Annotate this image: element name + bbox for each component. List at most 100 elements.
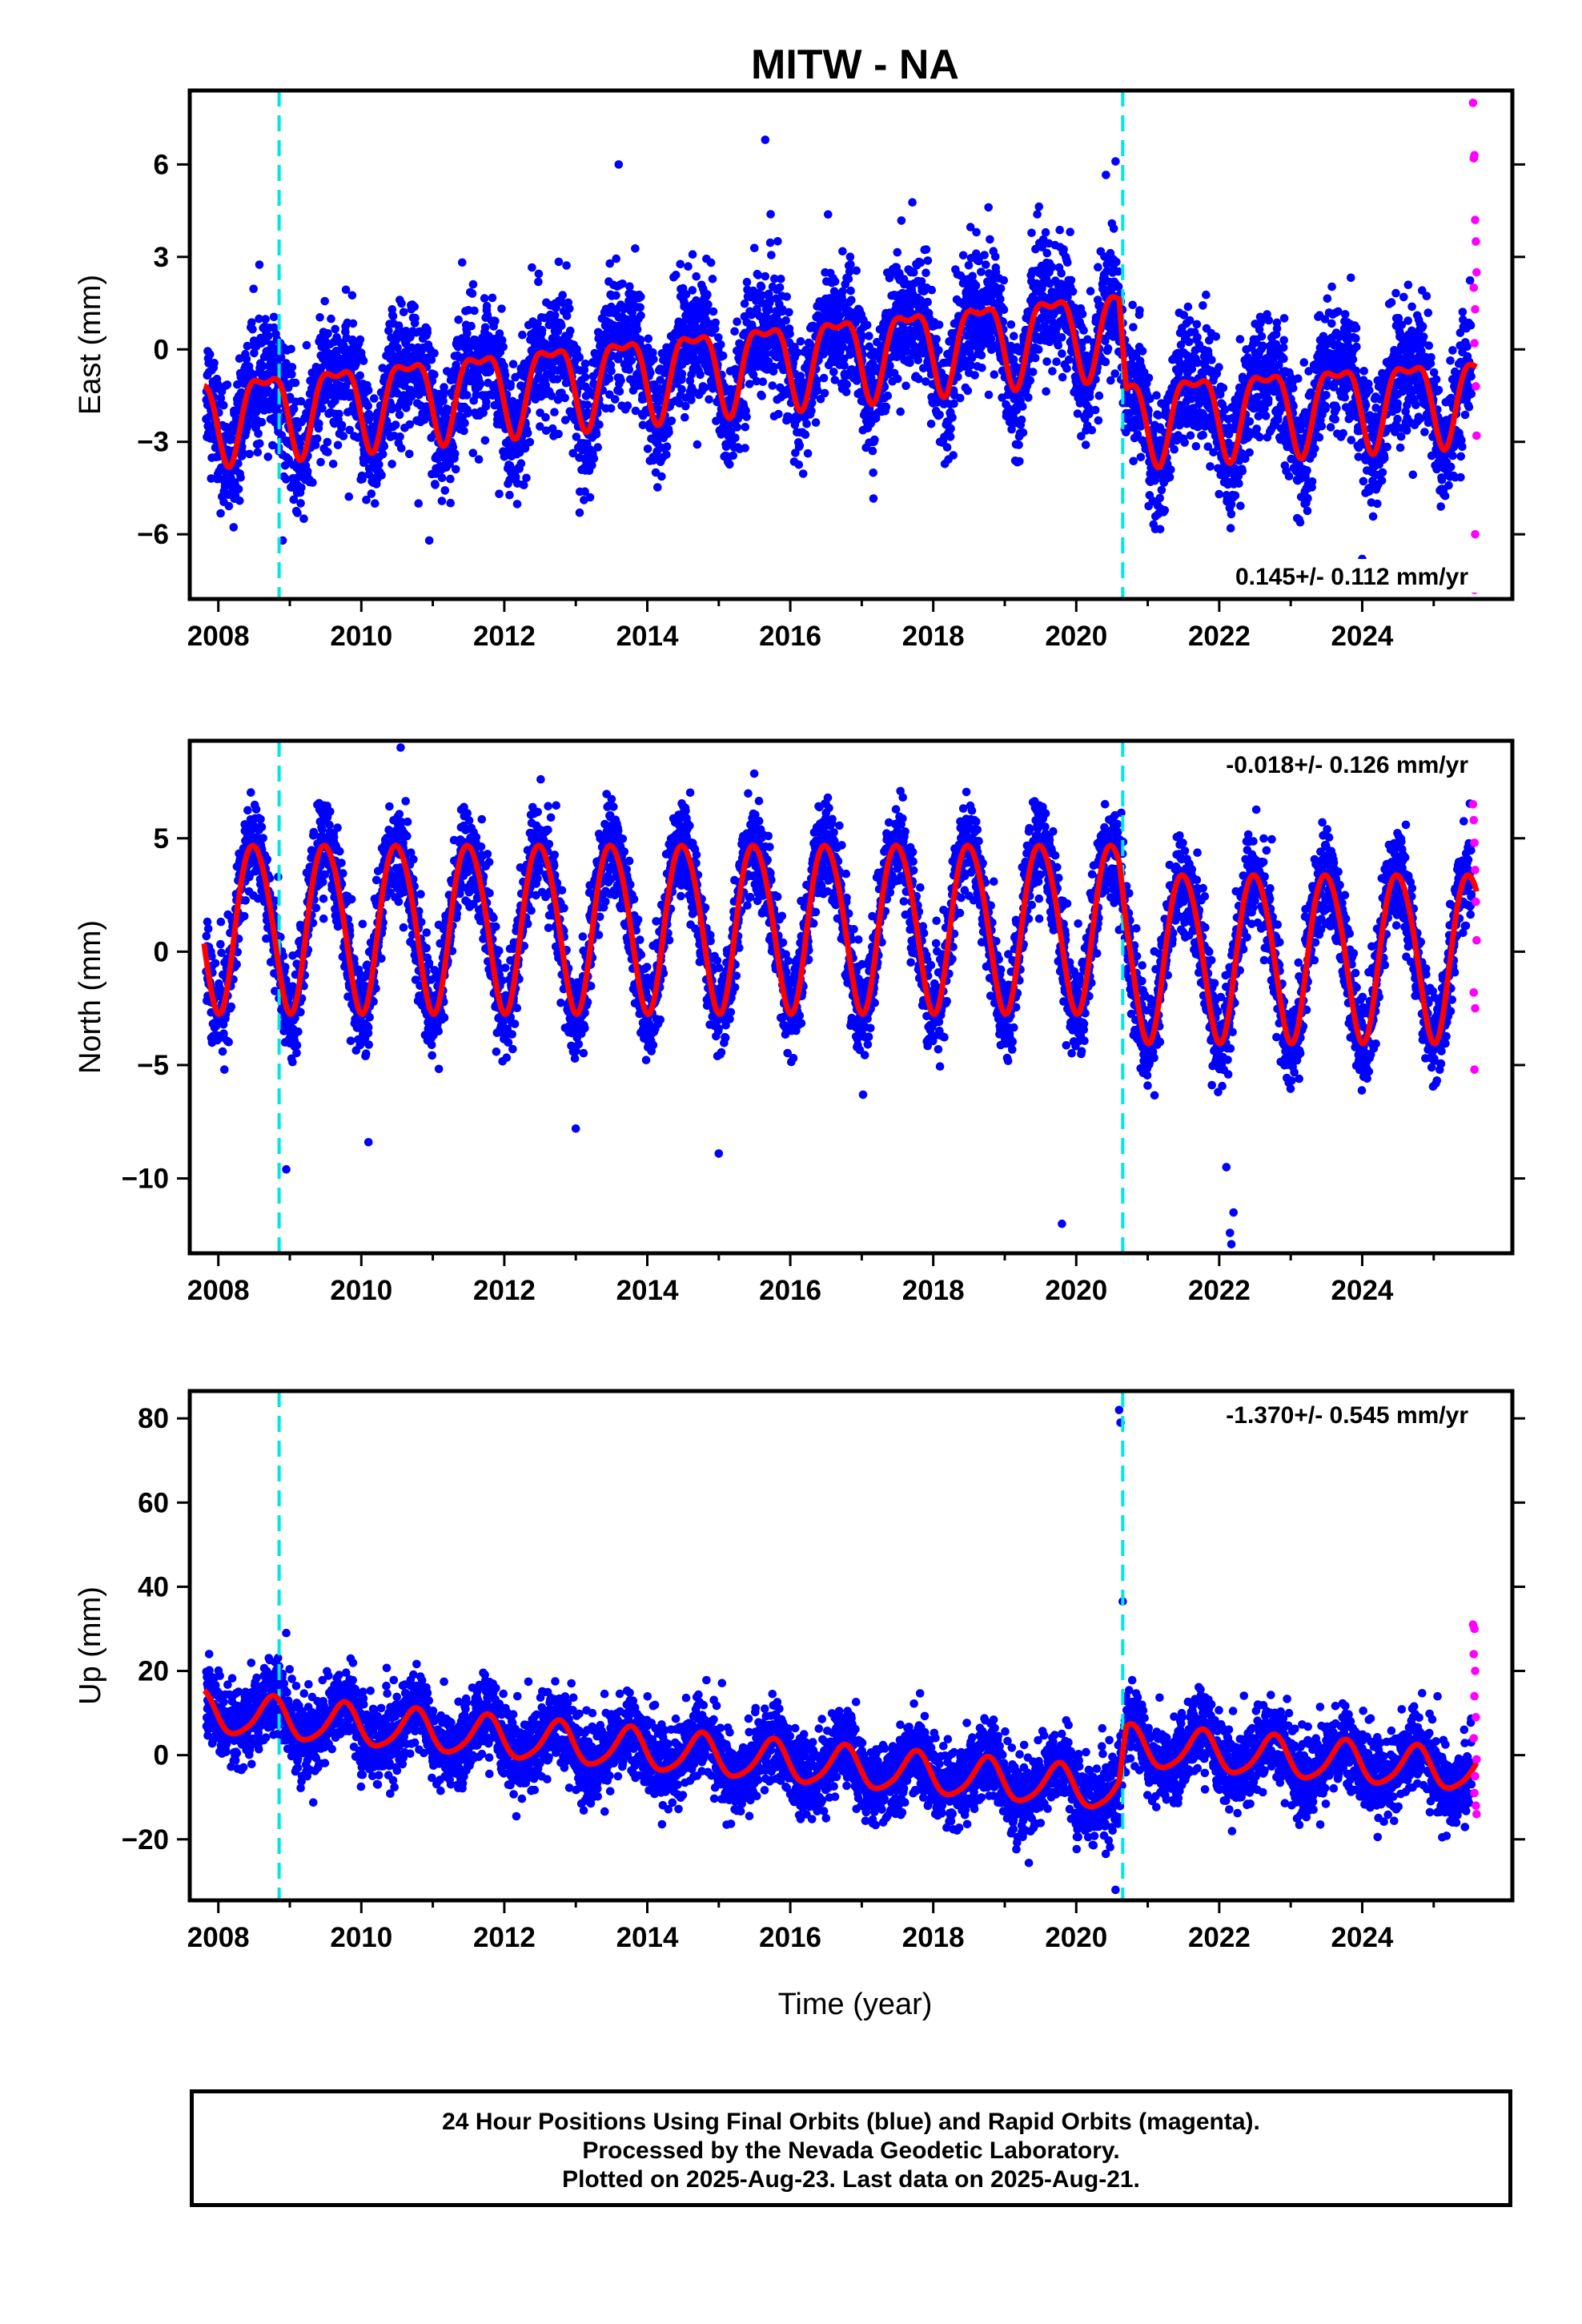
east-position-point bbox=[312, 434, 322, 443]
east-position-point bbox=[250, 348, 259, 358]
east-position-point bbox=[1112, 257, 1121, 267]
east-position-point bbox=[970, 371, 979, 380]
east-position-point bbox=[934, 346, 943, 355]
east-position-point bbox=[905, 358, 914, 368]
east-position-point bbox=[224, 501, 234, 511]
east-position-point bbox=[255, 314, 263, 324]
east-position-point bbox=[238, 447, 247, 456]
east-position-point bbox=[583, 400, 592, 409]
east-position-point bbox=[662, 450, 671, 460]
east-position-point bbox=[606, 404, 616, 413]
east-position-point bbox=[259, 361, 267, 371]
east-position-point bbox=[460, 418, 469, 428]
east-position-point bbox=[431, 480, 440, 489]
east-position-point bbox=[731, 433, 740, 442]
east-position-point bbox=[742, 277, 752, 287]
east-position-point bbox=[1191, 442, 1201, 451]
panels-group: 2008 2010 2012 2014 2016 2018 2020 2022 2024630−… bbox=[74, 88, 1525, 1953]
east-position-point bbox=[205, 350, 215, 359]
east-position-point bbox=[541, 426, 551, 436]
east-position-point bbox=[1138, 347, 1147, 356]
east-position-point bbox=[375, 460, 383, 469]
east-position-point bbox=[1226, 524, 1235, 533]
east-position-point bbox=[1231, 491, 1240, 500]
east-position-point bbox=[411, 313, 420, 323]
east-position-point bbox=[631, 244, 640, 253]
east-position-point bbox=[320, 296, 330, 306]
east-position-point bbox=[1014, 440, 1023, 449]
east-position-point bbox=[1135, 306, 1144, 315]
east-plot-area bbox=[202, 90, 1481, 599]
east-position-point bbox=[1193, 332, 1202, 342]
east-position-point bbox=[512, 500, 522, 509]
east-position-point bbox=[593, 443, 602, 452]
east-position-point bbox=[399, 308, 408, 317]
east-position-point bbox=[971, 281, 981, 290]
east-position-point bbox=[467, 321, 476, 331]
east-position-point bbox=[297, 483, 306, 493]
east-position-point bbox=[580, 372, 590, 382]
east-position-point bbox=[1202, 290, 1211, 300]
chart-title: MITW - NA bbox=[751, 42, 959, 88]
east-position-point bbox=[1199, 301, 1207, 310]
east-position-point bbox=[270, 323, 279, 332]
east-position-point bbox=[548, 424, 557, 433]
east-position-point bbox=[534, 269, 544, 279]
east-position-point bbox=[427, 356, 436, 364]
east-position-point bbox=[681, 401, 690, 411]
east-position-point bbox=[480, 323, 490, 332]
east-position-point bbox=[802, 420, 811, 428]
east-position-point bbox=[782, 292, 791, 301]
east-position-point bbox=[916, 258, 926, 267]
east-position-point bbox=[696, 370, 705, 380]
east-position-point bbox=[868, 446, 877, 456]
east-position-point bbox=[1086, 287, 1095, 296]
east-position-point bbox=[615, 387, 624, 396]
east-position-point bbox=[643, 444, 652, 453]
east-position-point bbox=[344, 492, 354, 501]
east-position-point bbox=[440, 486, 450, 495]
east-position-point bbox=[623, 401, 632, 410]
east-position-point bbox=[862, 320, 872, 330]
east-position-point bbox=[942, 443, 952, 452]
east-position-point bbox=[235, 354, 244, 364]
east-position-point bbox=[1103, 344, 1113, 353]
east-position-point bbox=[1152, 391, 1161, 400]
east-position-point bbox=[454, 316, 463, 324]
east-position-point bbox=[1079, 326, 1088, 335]
east-position-point bbox=[785, 308, 793, 317]
east-position-point bbox=[308, 478, 317, 487]
east-position-point bbox=[703, 290, 712, 300]
east-position-point bbox=[1034, 345, 1043, 354]
east-position-point bbox=[479, 408, 488, 417]
east-position-point bbox=[1207, 356, 1216, 364]
east-position-point bbox=[562, 261, 571, 270]
east-position-point bbox=[348, 319, 358, 328]
east-position-point bbox=[276, 353, 286, 362]
east-position-point bbox=[379, 442, 389, 451]
east-position-point bbox=[984, 203, 993, 212]
east-position-point bbox=[1184, 337, 1194, 347]
east-position-point bbox=[264, 332, 273, 340]
east-position-point bbox=[480, 294, 489, 303]
east-position-point bbox=[245, 449, 254, 459]
east-position-point bbox=[216, 509, 225, 518]
east-position-point bbox=[1215, 363, 1223, 372]
east-position-point bbox=[1058, 372, 1067, 382]
east-position-point bbox=[934, 320, 944, 329]
east-position-point bbox=[865, 332, 873, 340]
east-position-point bbox=[552, 375, 562, 384]
east-position-point bbox=[327, 314, 335, 324]
east-position-point bbox=[293, 509, 302, 517]
east-position-point bbox=[705, 395, 713, 404]
east-position-point bbox=[247, 318, 256, 328]
east-position-point bbox=[741, 423, 750, 432]
east-position-point bbox=[768, 381, 777, 390]
east-position-point bbox=[523, 428, 532, 438]
east-position-point bbox=[439, 396, 448, 406]
east-position-point bbox=[1219, 384, 1228, 392]
east-position-point bbox=[612, 254, 620, 263]
east-position-point bbox=[1183, 302, 1193, 312]
east-position-point bbox=[296, 396, 306, 406]
east-position-point bbox=[820, 388, 829, 398]
